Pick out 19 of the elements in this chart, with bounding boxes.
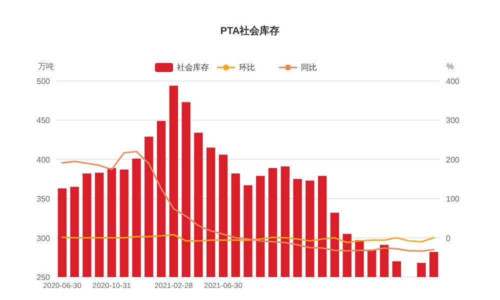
y-tick-label: 350 [36, 194, 51, 204]
y-tick-label: 300 [36, 234, 51, 243]
y-tick-label: 500 [36, 77, 51, 86]
y2-axis-title: % [446, 62, 454, 71]
y-tick-label: 400 [36, 155, 51, 164]
y2-tick-label: 100 [446, 194, 460, 204]
legend-label: 社会库存 [177, 63, 209, 72]
legend-label: 同比 [301, 63, 317, 72]
y2-tick-label: 0 [446, 234, 451, 243]
y-axis-title: 万吨 [38, 62, 54, 71]
chart-title: PTA社会库存 [220, 25, 280, 37]
line-series [61, 150, 435, 252]
y2-tick-label: 400 [446, 77, 460, 86]
legend-label: 环比 [239, 63, 255, 72]
y-tick-label: 450 [36, 116, 51, 126]
line-series [61, 234, 435, 244]
y2-tick-label: 200 [446, 155, 460, 164]
y-tick-label: 250 [36, 273, 51, 282]
y2-tick-label: 300 [446, 116, 460, 126]
